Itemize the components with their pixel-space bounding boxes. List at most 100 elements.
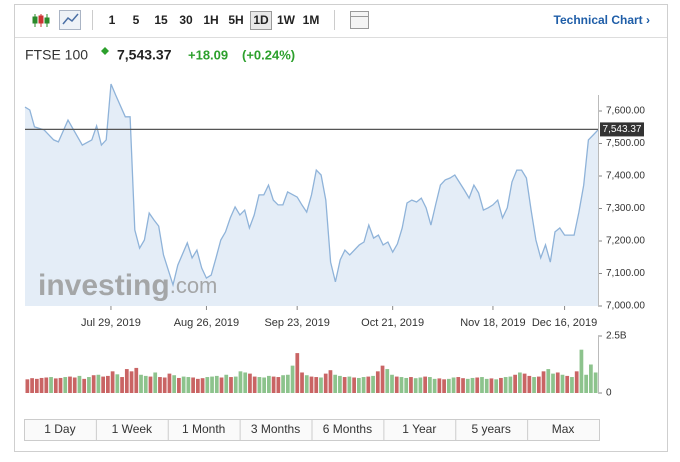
interval-button[interactable]: 15 bbox=[154, 13, 168, 27]
volume-bar bbox=[252, 376, 257, 393]
y-tick-label: 7,600.00 bbox=[606, 106, 645, 117]
volume-bar bbox=[262, 377, 267, 393]
volume-bar bbox=[418, 377, 423, 393]
volume-bar bbox=[480, 377, 484, 393]
volume-bar bbox=[432, 378, 437, 393]
volume-bar bbox=[527, 375, 532, 393]
volume-bar bbox=[456, 377, 461, 393]
range-button[interactable]: 3 Months bbox=[251, 422, 300, 436]
x-tick-label: Dec 16, 2019 bbox=[532, 317, 597, 329]
volume-bar bbox=[219, 377, 224, 393]
volume-bar bbox=[30, 378, 34, 393]
range-button[interactable]: 1 Week bbox=[112, 422, 153, 436]
interval-button[interactable]: 5 bbox=[133, 13, 140, 27]
volume-bar bbox=[565, 375, 570, 393]
last-price-tag-label: 7,543.37 bbox=[603, 124, 642, 135]
volume-bar bbox=[101, 376, 106, 393]
indicator-icon[interactable] bbox=[350, 11, 369, 29]
volume-bar bbox=[371, 375, 375, 393]
volume-bar bbox=[541, 371, 546, 393]
volume-bar bbox=[574, 371, 579, 393]
volume-bar bbox=[162, 377, 167, 393]
range-button[interactable]: 5 years bbox=[472, 422, 511, 436]
range-button[interactable]: 6 Months bbox=[323, 422, 372, 436]
interval-buttons: 1 5 15 30 1H 5H 1D 1W 1M bbox=[109, 11, 320, 30]
volume-bar bbox=[551, 373, 555, 393]
interval-button[interactable]: 1W bbox=[277, 13, 296, 27]
volume-bar bbox=[333, 374, 338, 393]
volume-bar bbox=[352, 377, 356, 393]
volume-bar bbox=[53, 378, 58, 393]
volume-bar bbox=[110, 371, 115, 393]
volume-bar bbox=[233, 376, 238, 393]
x-tick-label: Oct 21, 2019 bbox=[361, 317, 424, 329]
volume-bar bbox=[304, 375, 309, 393]
volume-bar bbox=[195, 378, 200, 393]
range-button[interactable]: Max bbox=[552, 422, 575, 436]
volume-bar bbox=[390, 374, 394, 393]
volume-bar bbox=[323, 373, 328, 393]
volume-bar bbox=[115, 374, 120, 393]
interval-button[interactable]: 5H bbox=[228, 13, 243, 27]
range-button[interactable]: 1 Day bbox=[44, 422, 75, 436]
interval-button[interactable]: 1M bbox=[303, 13, 320, 27]
volume-bar bbox=[200, 378, 205, 393]
volume-bar bbox=[44, 377, 49, 393]
change: +18.09 bbox=[188, 47, 228, 62]
volume-bar bbox=[58, 377, 63, 393]
volume-bar bbox=[442, 379, 446, 393]
technical-chart-link[interactable]: Technical Chart › bbox=[554, 13, 650, 27]
volume-bar bbox=[589, 364, 593, 393]
volume-bar bbox=[143, 375, 148, 393]
interval-button[interactable]: 1 bbox=[109, 13, 116, 27]
volume-bar bbox=[96, 374, 101, 393]
range-button[interactable]: 1 Month bbox=[182, 422, 225, 436]
y-tick-label: 7,200.00 bbox=[606, 236, 645, 247]
volume-bar bbox=[285, 374, 290, 393]
volume-bar bbox=[465, 378, 470, 393]
range-button[interactable]: 1 Year bbox=[402, 422, 436, 436]
volume-bar bbox=[267, 375, 271, 393]
candles-icon[interactable] bbox=[32, 14, 50, 27]
volume-bar bbox=[248, 373, 252, 393]
volume-bar bbox=[82, 378, 87, 393]
volume-bar bbox=[338, 375, 342, 393]
volume-bar bbox=[394, 376, 399, 393]
volume-bar bbox=[593, 372, 598, 393]
volume-bar bbox=[34, 378, 39, 393]
interval-button[interactable]: 1H bbox=[203, 13, 218, 27]
active-interval bbox=[250, 11, 272, 30]
x-tick-label: Nov 18, 2019 bbox=[460, 317, 525, 329]
volume-bar bbox=[68, 376, 72, 393]
volume-bar bbox=[191, 377, 195, 393]
interval-button[interactable]: 30 bbox=[179, 13, 193, 27]
volume-bar bbox=[181, 376, 186, 393]
volume-bar bbox=[413, 378, 418, 393]
price-line bbox=[24, 83, 599, 288]
volume-bar bbox=[124, 369, 129, 393]
y-tick-label: 7,300.00 bbox=[606, 203, 645, 214]
volume-bar bbox=[49, 377, 53, 393]
x-tick-label: Sep 23, 2019 bbox=[264, 317, 329, 329]
volume-bar bbox=[153, 372, 158, 393]
volume-bar bbox=[295, 353, 300, 393]
volume-bar bbox=[91, 375, 96, 393]
x-tick-label: Jul 29, 2019 bbox=[81, 317, 141, 329]
volume-tick-label: 0 bbox=[606, 388, 612, 399]
interval-button[interactable]: 1D bbox=[253, 13, 269, 27]
volume-bar bbox=[584, 374, 589, 393]
volume-bar bbox=[532, 377, 536, 393]
volume-bar bbox=[120, 377, 124, 393]
volume-bar bbox=[546, 369, 551, 393]
volume-bar bbox=[342, 377, 347, 393]
volume-bar bbox=[489, 378, 494, 393]
volume-bar bbox=[257, 377, 262, 393]
volume-bar bbox=[39, 377, 44, 393]
plot: 7,000.00 7,100.00 7,200.00 7,300.00 7,400.00… bbox=[24, 83, 645, 399]
volume-bar bbox=[570, 377, 574, 393]
volume-bar bbox=[186, 377, 191, 393]
instrument-name: FTSE 100 bbox=[25, 47, 88, 63]
volume-bar bbox=[167, 373, 172, 393]
volume-bar bbox=[399, 377, 404, 393]
volume-bar bbox=[494, 379, 499, 393]
